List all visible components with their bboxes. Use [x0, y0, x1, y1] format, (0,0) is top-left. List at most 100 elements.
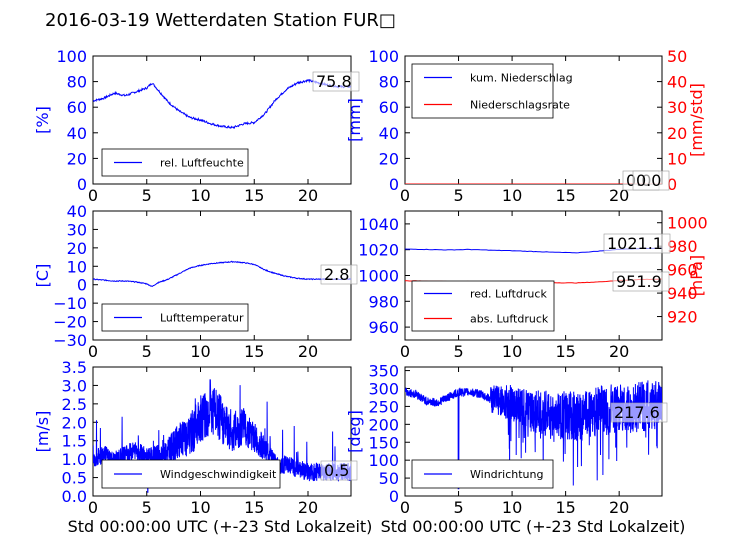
x-tick-label: 0: [88, 342, 98, 361]
y-right-tick-label: 20: [667, 124, 687, 143]
y-tick-label: 2.0: [62, 413, 87, 432]
x-tick-label: 5: [453, 186, 463, 205]
y-tick-label: 3.0: [62, 376, 87, 395]
y-tick-label: 0: [77, 276, 87, 295]
current-value-label-2-box: [632, 170, 670, 191]
y-right-tick-label: 10: [667, 149, 687, 168]
y-tick-label: 80: [379, 73, 399, 92]
y-tick-label: 80: [67, 73, 87, 92]
legend: rel. Luftfeuchte: [101, 148, 249, 177]
y-tick-label: 200: [368, 415, 399, 434]
legend-label: Niederschlagsrate: [470, 99, 570, 112]
y-tick-label: 50: [379, 469, 399, 488]
y-right-tick-label: 920: [667, 308, 698, 327]
x-axis-label-left: Std 00:00:00 UTC (+-23 Std Lokalzeit): [68, 517, 373, 536]
y-right-tick-label: 1000: [667, 214, 708, 233]
x-tick-label: 15: [555, 498, 575, 517]
y-tick-label: 2.5: [62, 395, 87, 414]
x-tick-label: 10: [190, 342, 210, 361]
y-right-axis-label: [hPa]: [687, 255, 706, 296]
y-tick-label: 960: [368, 318, 399, 337]
panel-windspeed: 0 5 10 15 200.00.51.01.52.02.53.03.5[m/s]Win…: [33, 358, 358, 517]
y-tick-label: 1.0: [62, 450, 87, 469]
legend: Windgeschwindigkeit: [101, 459, 281, 489]
current-value-label-1-box: [603, 233, 671, 254]
x-tick-label: 20: [609, 498, 629, 517]
y-tick-label: 100: [368, 451, 399, 470]
legend-label: rel. Luftfeuchte: [160, 157, 244, 170]
x-tick-label: 10: [190, 498, 210, 517]
x-tick-label: 0: [400, 498, 410, 517]
y-tick-label: 1000: [358, 267, 399, 286]
x-tick-label: 15: [555, 186, 575, 205]
x-tick-label: 15: [244, 186, 264, 205]
x-axis-label-right: Std 00:00:00 UTC (+-23 Std Lokalzeit): [381, 517, 686, 536]
y-tick-label: 60: [379, 98, 399, 117]
x-tick-label: 15: [555, 342, 575, 361]
x-tick-label: 0: [400, 186, 410, 205]
legend-label: red. Luftdruck: [470, 288, 547, 301]
x-tick-label: 5: [142, 342, 152, 361]
current-value-label: 75.8: [316, 72, 352, 91]
y-tick-label: 20: [67, 239, 87, 258]
current-value-label-box: [312, 71, 360, 92]
y-axis-label: [%]: [33, 106, 52, 134]
y-tick-label: 60: [67, 98, 87, 117]
legend: Windrichtung: [411, 459, 554, 489]
x-tick-label: 20: [609, 186, 629, 205]
legend: red. Luftdruck abs. Luftdruck: [411, 280, 555, 332]
x-tick-label: 15: [244, 498, 264, 517]
x-tick-label: 0: [88, 186, 98, 205]
legend-box: [411, 280, 555, 332]
y-tick-label: −30: [53, 331, 87, 350]
y-axis-label: [C]: [33, 264, 52, 288]
current-value-label-2-box: [612, 271, 670, 292]
panel-precipitation: 0 5 10 15 20020406080100[mm]01020304050[mm/s…: [345, 47, 706, 205]
y-right-tick-label: 0: [667, 175, 677, 194]
panel-temperature: 0 5 10 15 20−30−20−10010203040[C]Lufttempera…: [33, 202, 358, 361]
panel-winddirection: 0 5 10 15 20050100150200250300350[deg]Windri…: [345, 362, 668, 517]
y-tick-label: 3.5: [62, 358, 87, 377]
y-axis-label: [deg]: [345, 410, 364, 453]
x-tick-label: 10: [502, 498, 522, 517]
legend-label: abs. Luftdruck: [470, 313, 549, 326]
y-right-tick-label: 940: [667, 284, 698, 303]
plot-frame: [92, 55, 352, 185]
panel-pressure: 0 5 10 15 2096098010001020104092094096098010…: [358, 210, 708, 361]
current-value-label-box: [610, 402, 668, 423]
y-tick-label: 150: [368, 433, 399, 452]
y-tick-label: 0: [77, 175, 87, 194]
x-tick-label: 0: [400, 342, 410, 361]
y-right-tick-label: 960: [667, 261, 698, 280]
legend-label: Lufttemperatur: [160, 312, 244, 325]
y-tick-label: 1020: [358, 241, 399, 260]
legend-label: Windrichtung: [470, 468, 543, 481]
y-tick-label: 20: [379, 149, 399, 168]
current-value-label-2: 951.9: [616, 272, 662, 291]
y-tick-label: −10: [53, 294, 87, 313]
y-tick-label: 40: [67, 124, 87, 143]
x-tick-label: 5: [142, 186, 152, 205]
x-tick-label: 10: [502, 186, 522, 205]
y-tick-label: 0: [389, 487, 399, 506]
x-tick-label: 5: [142, 498, 152, 517]
y-tick-label: 300: [368, 380, 399, 399]
y-axis-label: [mm]: [345, 98, 364, 142]
y-tick-label: −20: [53, 313, 87, 332]
series-line: [93, 379, 351, 493]
legend: Lufttemperatur: [101, 303, 249, 332]
current-value-label: 2.8: [324, 265, 349, 284]
plot-frame: [404, 366, 663, 497]
legend-label: Windgeschwindigkeit: [160, 468, 277, 481]
x-tick-label: 20: [298, 342, 318, 361]
y-tick-label: 0.0: [62, 487, 87, 506]
y-tick-label: 20: [67, 149, 87, 168]
y-tick-label: 350: [368, 362, 399, 381]
y-right-tick-label: 30: [667, 98, 687, 117]
y-tick-label: 100: [56, 47, 87, 66]
y-tick-label: 0.5: [62, 469, 87, 488]
y-tick-label: 30: [67, 220, 87, 239]
